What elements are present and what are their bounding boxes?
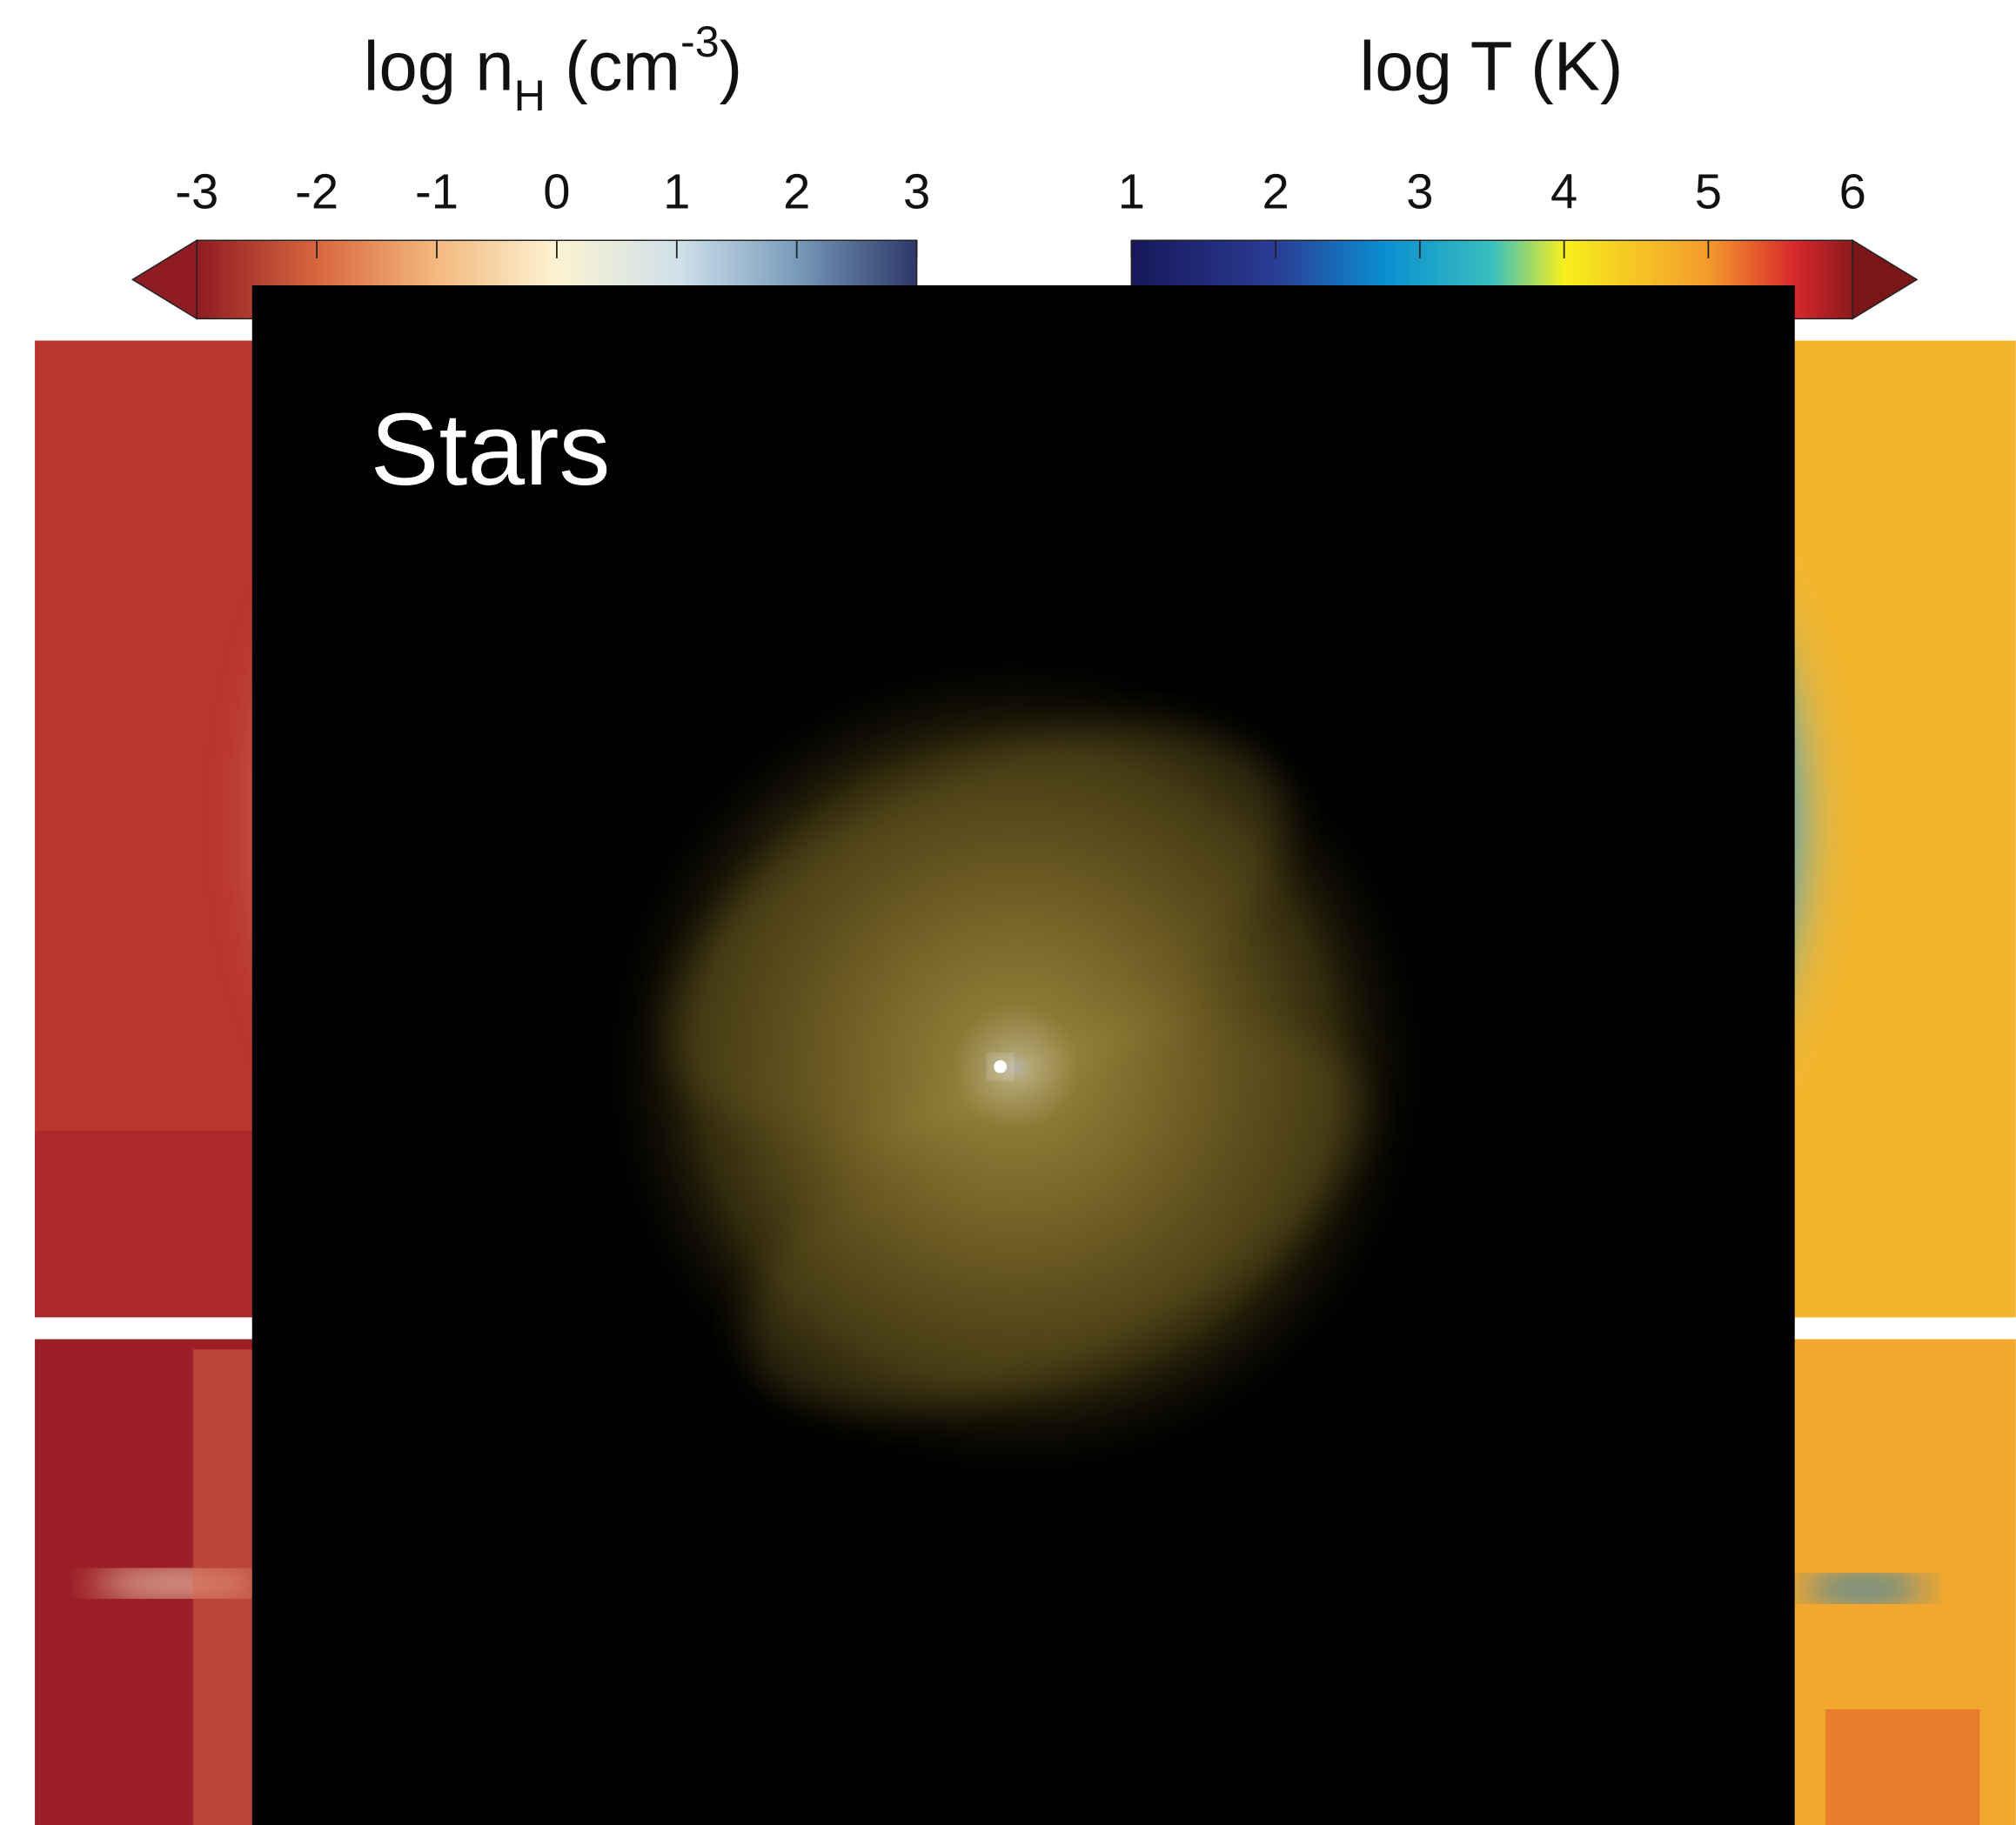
tick-label: 5 bbox=[1695, 164, 1722, 218]
tick-label: 2 bbox=[1262, 164, 1289, 218]
title-part: -3 bbox=[680, 17, 720, 66]
title-part: (cm bbox=[546, 27, 680, 104]
tick-label: 3 bbox=[903, 164, 930, 218]
tick-label: 3 bbox=[1406, 164, 1433, 218]
tick-label: 0 bbox=[543, 164, 570, 218]
title-part: ) bbox=[720, 27, 743, 104]
tick-label: -2 bbox=[295, 164, 338, 218]
galaxy-image bbox=[592, 643, 1440, 1491]
tick-label: -1 bbox=[415, 164, 459, 218]
tick-label: 6 bbox=[1839, 164, 1866, 218]
tick-label: 2 bbox=[783, 164, 810, 218]
tick-label: -3 bbox=[175, 164, 218, 218]
tick-label: 4 bbox=[1551, 164, 1577, 218]
tick-label: 1 bbox=[1118, 164, 1145, 218]
panel-label: Stars bbox=[371, 392, 611, 507]
title-part: H bbox=[514, 71, 546, 120]
colorbar-extend bbox=[132, 240, 197, 318]
colorbar-title: log T (K) bbox=[1360, 27, 1624, 104]
title-part: log n bbox=[364, 27, 514, 104]
colorbar-title: log nH (cm-3) bbox=[364, 17, 743, 120]
tick-label: 1 bbox=[663, 164, 690, 218]
colorbar-extend bbox=[1852, 240, 1917, 318]
title-part: log T (K) bbox=[1360, 27, 1624, 104]
figure: -3-2-10123log nH (cm-3)123456log T (K) S… bbox=[0, 0, 2016, 1825]
